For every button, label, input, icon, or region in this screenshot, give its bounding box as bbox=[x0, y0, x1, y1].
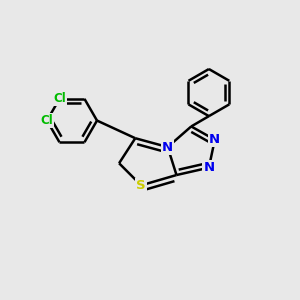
Text: N: N bbox=[209, 133, 220, 146]
Text: N: N bbox=[162, 141, 173, 154]
Text: S: S bbox=[136, 179, 146, 192]
Text: Cl: Cl bbox=[40, 114, 53, 127]
Text: Cl: Cl bbox=[53, 92, 66, 105]
Text: N: N bbox=[203, 161, 214, 174]
